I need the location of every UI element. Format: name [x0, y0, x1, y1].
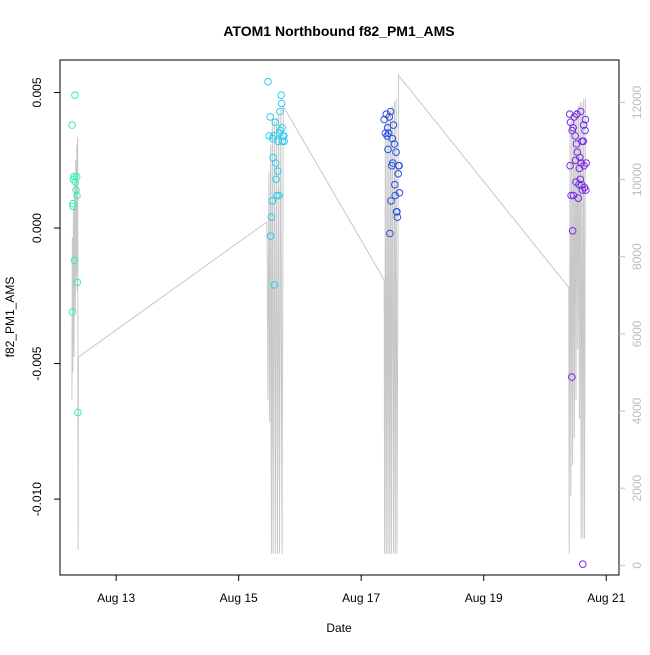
data-point-series-1	[68, 121, 76, 129]
data-point-series-2	[277, 91, 286, 99]
x-tick-label: Aug 19	[465, 591, 503, 605]
chart-title: ATOM1 Northbound f82_PM1_AMS	[223, 23, 454, 39]
data-point-series-4	[569, 124, 577, 132]
data-point-series-3	[386, 229, 394, 238]
data-point-series-4	[581, 115, 590, 124]
data-point-series-3	[385, 113, 394, 121]
x-tick-label: Aug 13	[97, 591, 135, 605]
data-point-series-4	[579, 137, 588, 146]
data-point-series-2	[266, 232, 275, 240]
data-point-series-2	[274, 137, 283, 146]
y-tick-label: -0.010	[30, 482, 44, 516]
data-point-series-4	[571, 132, 580, 140]
data-point-series-2	[280, 137, 289, 146]
data-point-series-1	[71, 91, 79, 99]
data-point-series-2	[266, 113, 275, 121]
y-axis-label: f82_PM1_AMS	[3, 277, 17, 358]
data-point-series-4	[570, 113, 579, 121]
data-point-series-2	[268, 197, 277, 205]
data-point-series-2	[264, 77, 272, 86]
data-point-series-3	[384, 129, 393, 137]
trace-line	[71, 73, 586, 554]
data-point-series-4	[573, 110, 581, 118]
data-point-series-2	[275, 191, 283, 200]
data-point-series-2	[267, 213, 276, 221]
data-point-series-1	[70, 172, 78, 181]
y2-tick-label: 0	[630, 562, 644, 569]
data-point-series-2	[271, 159, 280, 167]
data-point-series-4	[579, 121, 588, 129]
data-point-series-4	[582, 186, 590, 194]
x-axis: Aug 13 Aug 15 Aug 17 Aug 19 Aug 21	[97, 575, 626, 605]
data-point-series-3	[384, 145, 392, 154]
data-point-series-3	[386, 107, 395, 116]
data-point-series-1	[70, 256, 79, 265]
data-point-series-3	[395, 161, 403, 170]
data-point-series-4	[568, 227, 577, 235]
data-point-series-2	[273, 191, 281, 200]
data-point-series-4	[576, 107, 585, 116]
data-point-series-3	[393, 213, 402, 221]
data-point-series-3	[393, 208, 401, 216]
data-point-series-2	[277, 99, 286, 108]
data-point-series-4	[566, 161, 574, 170]
data-point-series-2	[270, 281, 279, 289]
data-point-series-2	[280, 132, 288, 140]
data-point-series-2	[271, 118, 280, 127]
data-point-series-1	[74, 408, 82, 417]
y-tick-label: 0.005	[30, 77, 44, 107]
y2-tick-label: 2000	[630, 475, 644, 502]
data-point-series-4	[582, 159, 591, 167]
y2-axis: 0 2000 4000 6000 8000 10000 12000	[619, 85, 644, 569]
points-layer	[68, 77, 591, 569]
data-point-series-1	[68, 308, 77, 316]
data-point-series-4	[567, 191, 575, 200]
data-point-series-3	[390, 140, 399, 148]
data-point-series-3	[387, 197, 395, 205]
data-point-series-1	[69, 199, 77, 208]
data-point-series-3	[392, 148, 400, 156]
data-point-series-1	[73, 191, 81, 200]
y2-tick-label: 6000	[630, 320, 644, 347]
x-tick-label: Aug 21	[587, 591, 625, 605]
y2-tick-label: 4000	[630, 397, 644, 424]
data-point-series-2	[272, 175, 280, 184]
data-point-series-2	[276, 107, 284, 116]
y-tick-label: -0.005	[30, 346, 44, 380]
data-point-series-2	[274, 167, 282, 175]
data-point-series-2	[278, 124, 286, 132]
data-point-series-4	[576, 175, 585, 184]
data-point-series-1	[72, 186, 80, 194]
x-tick-label: Aug 15	[220, 591, 258, 605]
data-point-series-3	[395, 189, 404, 197]
plot-frame	[59, 59, 620, 576]
y2-tick-label: 10000	[630, 163, 644, 197]
data-point-series-4	[579, 560, 587, 569]
x-axis-label: Date	[326, 621, 352, 635]
data-point-series-4	[574, 194, 583, 202]
y-tick-label: 0.000	[30, 213, 44, 243]
x-tick-label: Aug 17	[342, 591, 380, 605]
trace-layer	[71, 73, 586, 554]
data-point-series-3	[389, 121, 398, 129]
data-point-series-4	[576, 153, 584, 162]
data-point-series-3	[394, 170, 403, 178]
data-point-series-1	[73, 278, 82, 287]
data-point-series-1	[72, 172, 81, 181]
data-point-series-1	[71, 178, 80, 186]
y-axis: -0.010 -0.005 0.000 0.005	[30, 77, 60, 516]
data-point-series-1	[69, 202, 77, 211]
y2-tick-label: 8000	[630, 243, 644, 270]
data-point-series-4	[568, 373, 576, 381]
data-point-series-4	[581, 126, 589, 135]
data-point-series-3	[391, 180, 399, 189]
y2-tick-label: 12000	[630, 85, 644, 119]
